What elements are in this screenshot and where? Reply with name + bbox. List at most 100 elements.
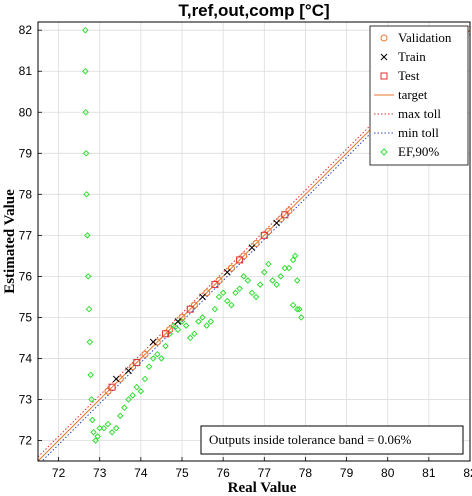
point-ef-90: [90, 429, 97, 436]
series-ef-90: [82, 26, 305, 444]
point-train: [125, 367, 132, 375]
point-ef-90: [162, 342, 169, 350]
point-ef-90: [96, 424, 103, 432]
point-ef-90: [166, 330, 173, 338]
x-tick-label: 73: [93, 466, 107, 480]
point-ef-90: [244, 277, 252, 284]
legend-label-min-toll: min toll: [398, 125, 439, 140]
series-test: [108, 211, 289, 391]
point-ef-90: [82, 67, 89, 75]
point-validation: [141, 350, 149, 358]
y-tick-label: 80: [19, 105, 33, 119]
x-tick-label: 76: [216, 466, 230, 480]
x-tick-label: 74: [134, 466, 148, 480]
point-validation: [264, 227, 272, 235]
point-ef-90: [224, 297, 231, 305]
point-train: [174, 318, 182, 325]
point-ef-90: [174, 326, 182, 333]
point-train: [248, 244, 256, 252]
point-ef-90: [145, 363, 153, 370]
x-tick-label: 75: [175, 466, 189, 480]
annotation-box: [200, 425, 464, 455]
y-tick-label: 75: [19, 310, 33, 324]
point-ef-90: [291, 252, 299, 260]
point-ef-90: [186, 334, 194, 342]
point-ef-90: [219, 289, 227, 297]
point-train-b: [125, 367, 132, 375]
point-test: [236, 256, 244, 264]
point-ef-90: [207, 318, 215, 325]
point-ef-90: [82, 150, 90, 157]
data-marks: [82, 26, 305, 444]
point-train-b: [248, 244, 256, 252]
x-tick-label: 82: [463, 466, 472, 480]
legend-label-test: Test: [398, 68, 420, 83]
point-ef-90: [195, 318, 202, 325]
point-validation: [277, 215, 285, 223]
point-ef-90: [178, 318, 186, 325]
point-validation: [203, 289, 211, 297]
point-ef-90: [273, 281, 280, 288]
point-ef-90: [215, 293, 223, 301]
point-ef-90: [83, 191, 90, 198]
point-test: [108, 383, 116, 391]
point-train-b: [199, 293, 206, 301]
point-train-b: [223, 268, 231, 276]
x-tick-label: 77: [258, 466, 272, 480]
point-validation: [129, 363, 137, 371]
tolerance-annotation: Outputs inside tolerance band = 0.06%: [200, 425, 464, 455]
annotation-text: Outputs inside tolerance band = 0.06%: [209, 432, 411, 447]
point-train-b: [149, 338, 157, 346]
y-tick-label: 81: [19, 64, 33, 78]
point-validation: [215, 276, 223, 284]
point-ef-90: [94, 433, 101, 440]
point-train: [199, 293, 206, 301]
point-ef-90: [191, 330, 198, 338]
point-ef-90: [293, 277, 301, 284]
point-ef-90: [211, 305, 219, 313]
point-train-b: [273, 219, 280, 227]
y-axis-label: Estimated Value: [2, 189, 18, 294]
legend: Validation Train Test target max toll min tol…: [369, 25, 469, 166]
point-ef-90: [203, 322, 210, 329]
point-ef-90: [296, 305, 303, 313]
point-ef-90: [240, 273, 247, 280]
point-ef-90: [158, 355, 165, 362]
tick-labels: 72 73 74 75 76 77 78 79 80 81 82 72 73 74 75 76 77 78 79 80…: [19, 23, 472, 480]
point-ef-90: [125, 396, 132, 403]
series-train: [112, 219, 280, 383]
x-axis-label: Real Value: [228, 480, 297, 496]
point-ef-90: [141, 375, 149, 383]
point-test: [133, 359, 141, 367]
point-ef-90: [89, 416, 96, 424]
point-train-b: [174, 318, 182, 325]
point-test: [281, 211, 289, 219]
point-train-b: [112, 375, 120, 383]
point-ef-90: [281, 264, 289, 272]
point-train: [149, 338, 157, 346]
point-validation: [116, 375, 124, 383]
legend-marker-train-b: [380, 53, 388, 61]
point-test: [186, 305, 194, 313]
point-test: [162, 330, 170, 338]
point-ef-90: [182, 322, 190, 329]
point-ef-90: [256, 281, 264, 288]
point-ef-90: [265, 260, 272, 268]
point-ef-90: [104, 420, 112, 428]
point-ef-90: [293, 305, 301, 313]
point-validation: [178, 313, 186, 321]
point-train: [223, 268, 231, 276]
point-validation: [104, 387, 112, 395]
point-train: [112, 375, 120, 383]
y-tick-label: 79: [19, 146, 33, 160]
point-ef-90: [261, 269, 268, 276]
legend-label-validation: Validation: [398, 30, 452, 45]
point-ef-90: [88, 396, 95, 403]
point-ef-90: [121, 404, 128, 411]
point-ef-90: [199, 314, 206, 321]
point-ef-90: [269, 277, 276, 284]
point-ef-90: [108, 429, 116, 436]
point-ef-90: [112, 424, 120, 432]
point-ef-90: [277, 273, 284, 280]
